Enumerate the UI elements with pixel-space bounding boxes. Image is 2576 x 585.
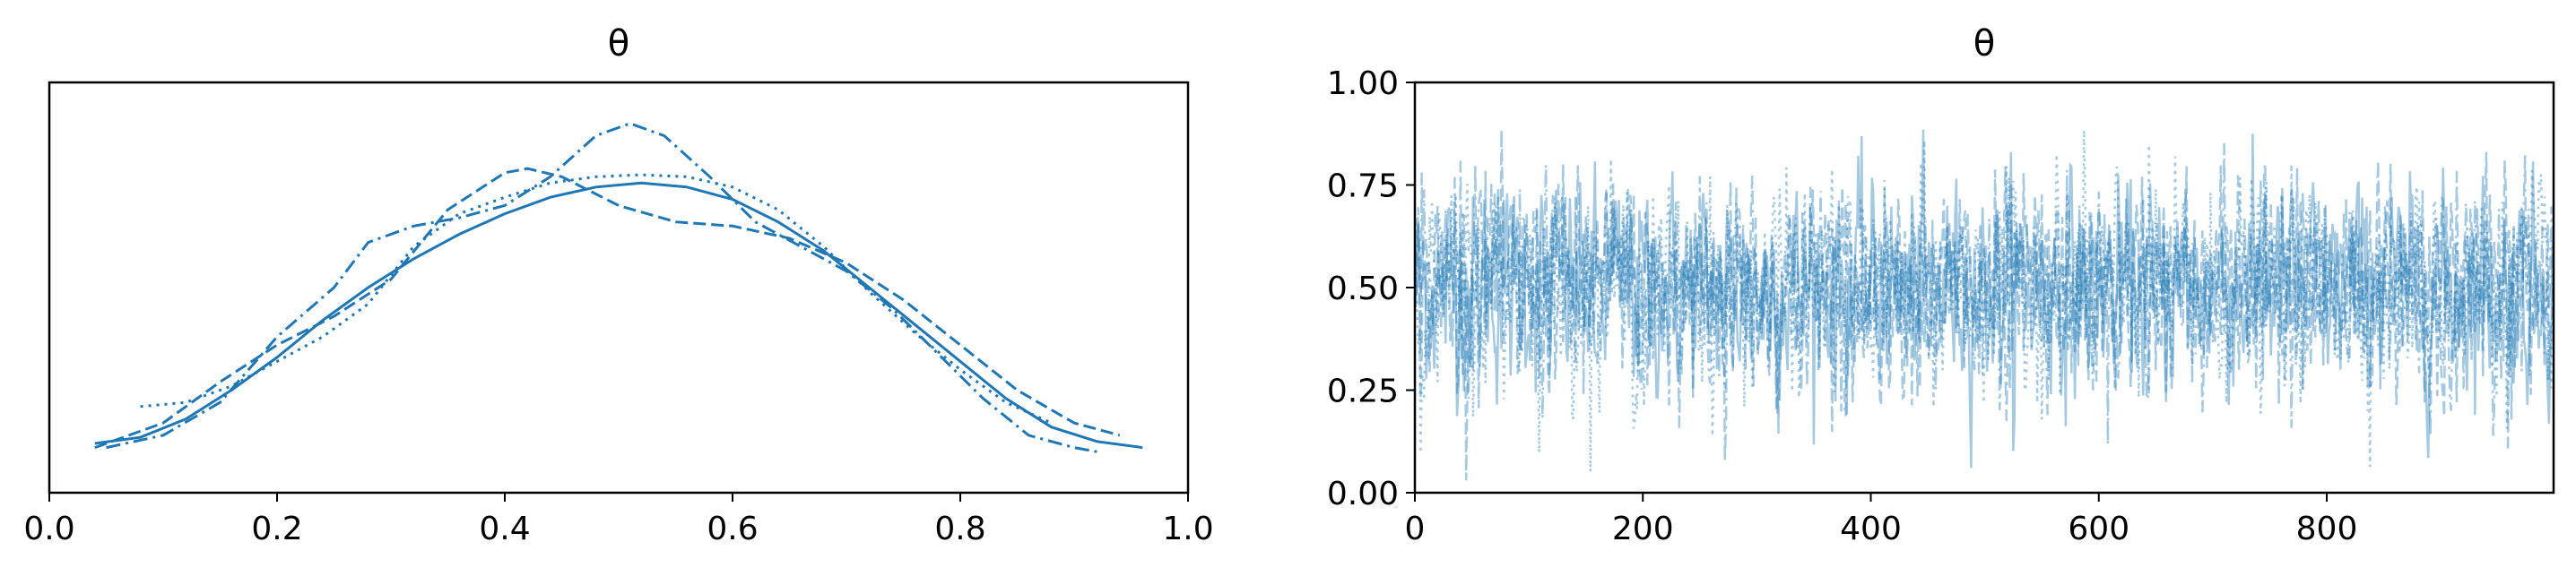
density-x-ticks: 0.0 0.2 0.4 0.6 0.8 1.0 bbox=[23, 493, 1214, 547]
density-panel: θ 0.0 0.2 0.4 0.6 0.8 1.0 bbox=[23, 23, 1213, 547]
density-title: θ bbox=[608, 23, 629, 65]
density-line-dotted bbox=[140, 173, 1053, 425]
density-line-dashdot bbox=[106, 122, 1097, 453]
trace-x-ticks: 0 200 400 600 800 bbox=[1405, 493, 2358, 547]
density-x-tick-label: 0.8 bbox=[934, 511, 985, 547]
density-axes-frame bbox=[48, 81, 1190, 495]
trace-x-tick-label: 600 bbox=[2068, 511, 2129, 547]
trace-x-tick-label: 800 bbox=[2296, 511, 2358, 547]
trace-y-tick-label: 0.25 bbox=[1327, 374, 1399, 410]
trace-y-tick-label: 1.00 bbox=[1327, 65, 1399, 102]
trace-line-dashdot bbox=[1413, 142, 2555, 461]
trace-x-tick-label: 200 bbox=[1612, 511, 1674, 547]
density-x-tick-label: 0.6 bbox=[707, 511, 758, 547]
trace-x-tick-label: 0 bbox=[1405, 511, 1426, 547]
density-x-tick-label: 0.0 bbox=[23, 511, 74, 547]
trace-y-tick-label: 0.75 bbox=[1327, 168, 1399, 205]
trace-title: θ bbox=[1973, 23, 1995, 65]
trace-y-tick-label: 0.00 bbox=[1327, 476, 1399, 512]
trace-y-tick-label: 0.50 bbox=[1327, 271, 1399, 307]
trace-x-tick-label: 400 bbox=[1840, 511, 1902, 547]
trace-line-solid bbox=[1413, 129, 2555, 469]
density-x-tick-label: 0.4 bbox=[479, 511, 530, 547]
trace-line-dashed bbox=[1413, 130, 2555, 481]
trace-y-ticks: 0.00 0.25 0.50 0.75 1.00 bbox=[1327, 65, 1415, 512]
density-line-dashed bbox=[94, 167, 1121, 450]
density-x-tick-label: 0.2 bbox=[251, 511, 302, 547]
density-line-solid bbox=[94, 181, 1143, 450]
trace-panel: θ 0 200 400 600 800 0.00 0.25 0.50 0.75 1.00 bbox=[1327, 23, 2555, 547]
density-x-tick-label: 1.0 bbox=[1162, 511, 1213, 547]
density-lines bbox=[94, 122, 1143, 453]
trace-lines bbox=[1413, 129, 2555, 481]
